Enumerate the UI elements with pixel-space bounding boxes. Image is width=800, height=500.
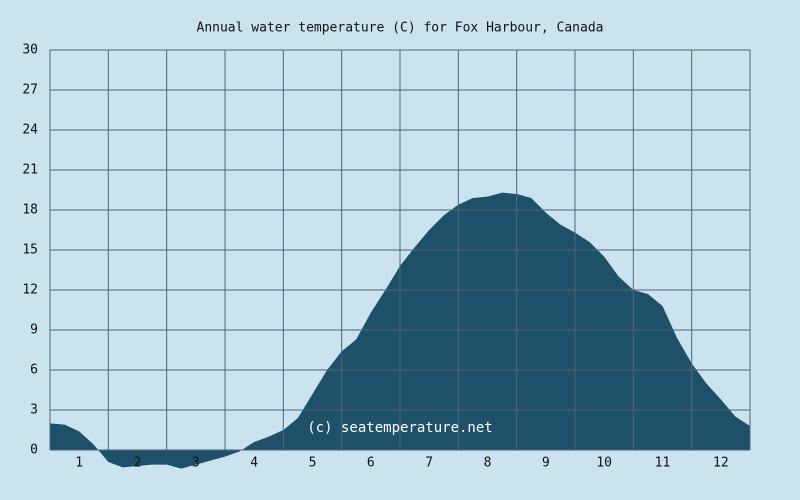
x-tick-label: 1 [75, 456, 83, 471]
y-tick-label: 0 [30, 443, 38, 458]
x-tick-label: 8 [484, 456, 492, 471]
x-tick-label: 4 [250, 456, 258, 471]
x-tick-label: 10 [596, 456, 612, 471]
x-tick-label: 2 [134, 456, 142, 471]
x-tick-label: 9 [542, 456, 550, 471]
x-tick-label: 7 [425, 456, 433, 471]
y-tick-label: 24 [22, 123, 38, 138]
x-tick-label: 11 [655, 456, 671, 471]
y-tick-label: 3 [30, 403, 38, 418]
y-tick-label: 9 [30, 323, 38, 338]
watermark: (c) seatemperature.net [307, 420, 492, 436]
y-tick-label: 30 [22, 43, 38, 58]
chart-title: Annual water temperature (C) for Fox Har… [197, 21, 604, 36]
y-tick-label: 12 [22, 283, 38, 298]
x-tick-label: 12 [713, 456, 729, 471]
y-tick-label: 21 [22, 163, 38, 178]
y-tick-label: 15 [22, 243, 38, 258]
x-tick-label: 3 [192, 456, 200, 471]
x-tick-label: 5 [309, 456, 317, 471]
y-tick-label: 6 [30, 363, 38, 378]
y-tick-label: 27 [22, 83, 38, 98]
x-tick-label: 6 [367, 456, 375, 471]
y-tick-label: 18 [22, 203, 38, 218]
